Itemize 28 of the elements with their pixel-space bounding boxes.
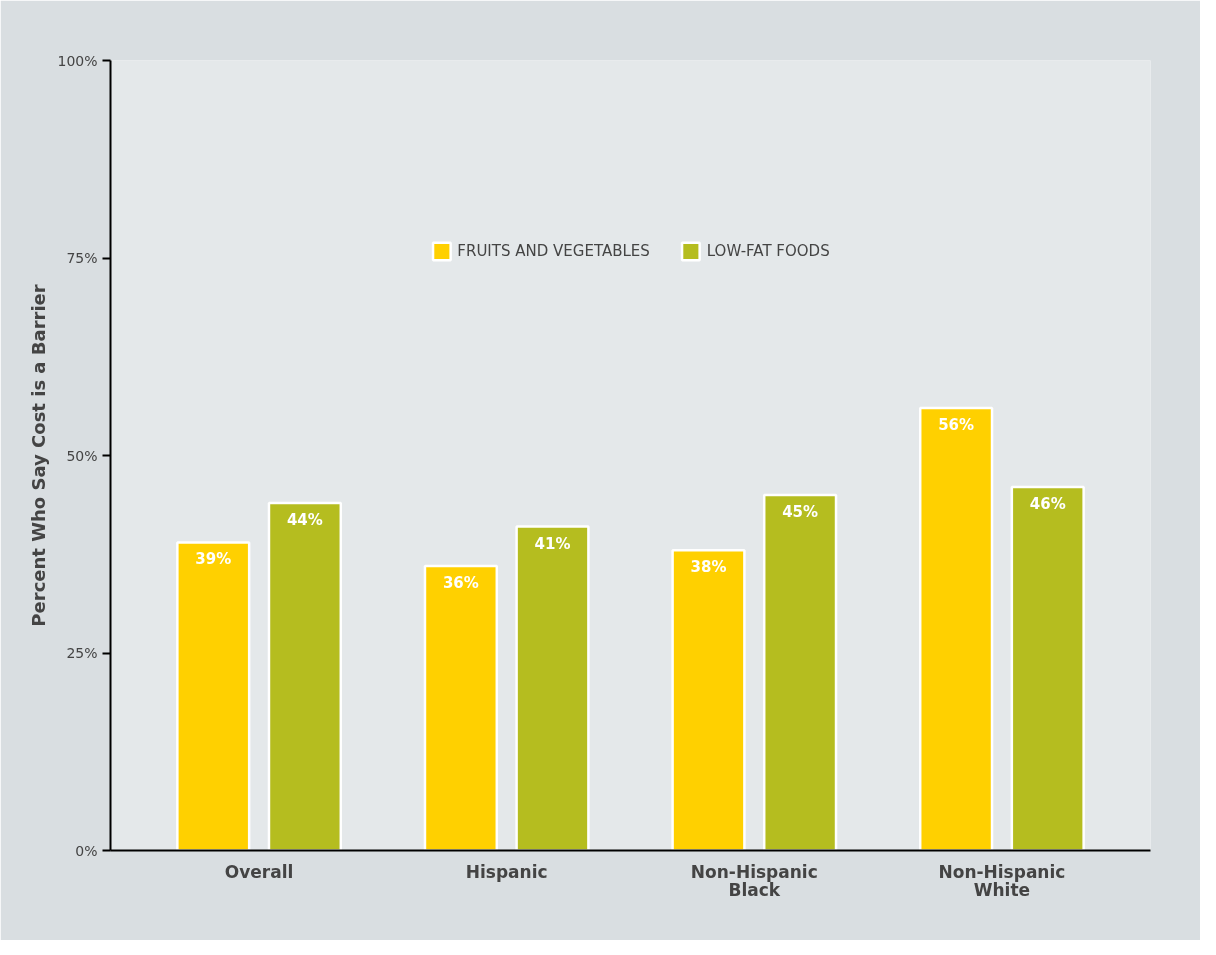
bar <box>918 406 994 851</box>
data-label: 56% <box>938 416 975 435</box>
y-tick-label: 25% <box>66 645 98 661</box>
data-label: 44% <box>286 510 323 529</box>
x-tick-label: Overall <box>224 861 294 882</box>
x-tick-label: Non-Hispanic White <box>938 861 1066 900</box>
bar <box>515 525 590 851</box>
data-label: 38% <box>690 558 727 577</box>
data-label: 36% <box>442 574 479 593</box>
bar <box>176 541 251 851</box>
data-label: 41% <box>534 534 571 553</box>
bar <box>671 549 746 851</box>
data-label: 39% <box>195 550 232 569</box>
legend-label: LOW-FAT FOODS <box>706 242 830 260</box>
bar <box>762 493 838 851</box>
y-axis-title: Percent Who Say Cost is a Barrier <box>28 284 50 627</box>
y-tick-label: 75% <box>66 250 98 266</box>
data-label: 46% <box>1029 495 1066 514</box>
data-label: 45% <box>782 503 819 521</box>
y-tick-label: 50% <box>66 447 98 464</box>
bar <box>1010 485 1085 851</box>
bar <box>267 501 343 851</box>
y-tick-label: 100% <box>57 52 98 69</box>
x-tick-label: Hispanic <box>465 861 548 882</box>
x-tick-label: Non-Hispanic Black <box>690 861 818 900</box>
y-tick-label: 0% <box>75 842 98 859</box>
legend-label: FRUITS AND VEGETABLES <box>457 242 650 260</box>
bar <box>423 564 499 851</box>
